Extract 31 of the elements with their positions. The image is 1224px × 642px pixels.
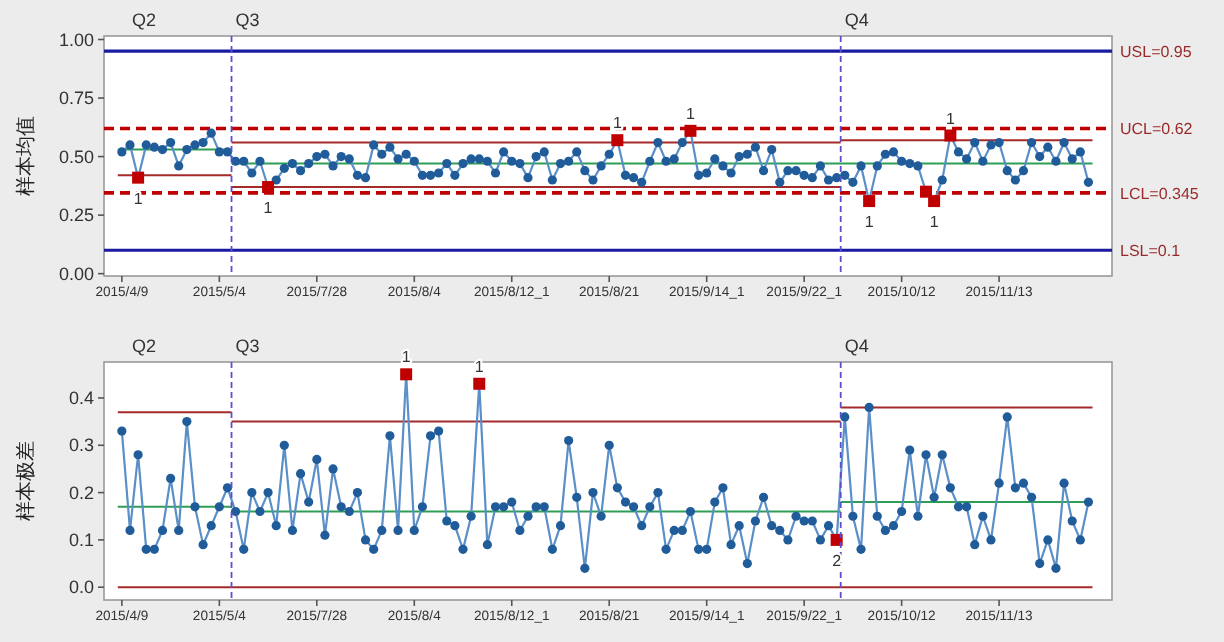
text: Q2 (132, 10, 157, 30)
y-tick-label: 0.1 (68, 529, 94, 550)
annotation: 1 (929, 213, 940, 232)
y-tick-label: 0.75 (58, 88, 94, 109)
y-tick-label: 0.00 (58, 263, 94, 284)
y-tick-label: 0.2 (68, 482, 94, 503)
y-tick-label: 0.50 (58, 146, 94, 167)
annotation: 1 (685, 104, 696, 123)
annotation: 1 (945, 109, 956, 128)
y-axis-title: 样本极差 (14, 441, 38, 521)
y-tick-label: 0.4 (68, 387, 94, 408)
ref-line-label: USL=0.95 (1120, 43, 1193, 62)
ref-line-label: UCL=0.62 (1120, 120, 1194, 139)
y-tick-label: 0.25 (58, 205, 94, 226)
text: Q4 (844, 10, 869, 30)
y-axis-title: 样本均值 (14, 116, 38, 196)
text: Q3 (235, 10, 260, 30)
ref-line-label: LCL=0.345 (1120, 184, 1200, 203)
y-tick-label: 1.00 (58, 29, 94, 50)
ref-line-label: LSL=0.1 (1120, 242, 1182, 261)
y-tick-label: 0.0 (68, 577, 94, 598)
text: Q4 (844, 336, 869, 356)
annotation: 1 (401, 348, 412, 367)
text: Q3 (235, 336, 260, 356)
text: Q2 (132, 336, 157, 356)
annotation: 1 (474, 357, 485, 376)
annotation: 1 (133, 189, 144, 208)
y-tick-label: 0.3 (68, 435, 94, 456)
annotation: 1 (864, 213, 875, 232)
annotation: 1 (263, 199, 274, 218)
annotation: 2 (832, 551, 843, 570)
